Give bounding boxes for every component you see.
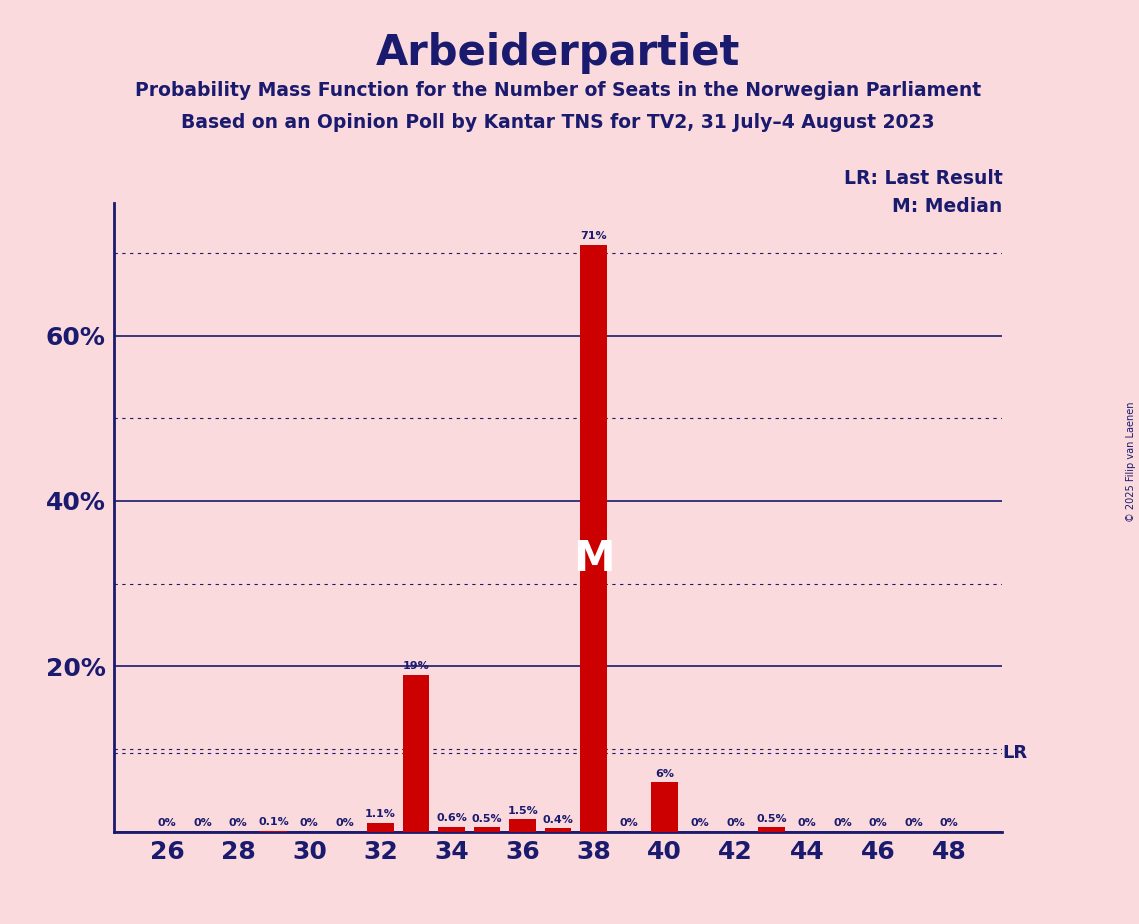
Text: 0.5%: 0.5%	[472, 814, 502, 824]
Text: 0%: 0%	[336, 819, 354, 828]
Text: Arbeiderpartiet: Arbeiderpartiet	[376, 32, 740, 74]
Bar	[509, 820, 536, 832]
Text: 0%: 0%	[194, 819, 212, 828]
Bar	[544, 828, 572, 832]
Bar	[403, 675, 429, 832]
Bar	[367, 822, 394, 832]
Text: 0%: 0%	[229, 819, 247, 828]
Text: 0.5%: 0.5%	[756, 814, 787, 824]
Text: 6%: 6%	[655, 769, 674, 779]
Text: 0.6%: 0.6%	[436, 813, 467, 823]
Text: 0%: 0%	[158, 819, 177, 828]
Bar	[474, 828, 500, 832]
Text: LR: LR	[1002, 744, 1027, 762]
Text: M: M	[573, 538, 614, 579]
Bar	[652, 782, 678, 832]
Text: 0%: 0%	[797, 819, 817, 828]
Text: 0%: 0%	[620, 819, 639, 828]
Text: 0%: 0%	[833, 819, 852, 828]
Bar	[439, 827, 465, 832]
Text: Probability Mass Function for the Number of Seats in the Norwegian Parliament: Probability Mass Function for the Number…	[136, 81, 981, 101]
Text: 0.1%: 0.1%	[259, 818, 289, 828]
Text: 71%: 71%	[581, 231, 607, 241]
Text: 0%: 0%	[727, 819, 745, 828]
Text: M: Median: M: Median	[892, 197, 1002, 216]
Bar	[759, 828, 785, 832]
Text: 0%: 0%	[300, 819, 319, 828]
Text: 0%: 0%	[904, 819, 923, 828]
Text: 1.5%: 1.5%	[507, 806, 538, 816]
Text: 19%: 19%	[402, 662, 429, 671]
Text: Based on an Opinion Poll by Kantar TNS for TV2, 31 July–4 August 2023: Based on an Opinion Poll by Kantar TNS f…	[181, 113, 935, 132]
Text: 0%: 0%	[691, 819, 710, 828]
Text: © 2025 Filip van Laenen: © 2025 Filip van Laenen	[1126, 402, 1136, 522]
Text: 1.1%: 1.1%	[364, 809, 396, 820]
Text: LR: Last Result: LR: Last Result	[844, 169, 1002, 188]
Text: 0%: 0%	[940, 819, 958, 828]
Bar	[581, 245, 607, 832]
Text: 0%: 0%	[869, 819, 887, 828]
Text: 0.4%: 0.4%	[542, 815, 574, 825]
